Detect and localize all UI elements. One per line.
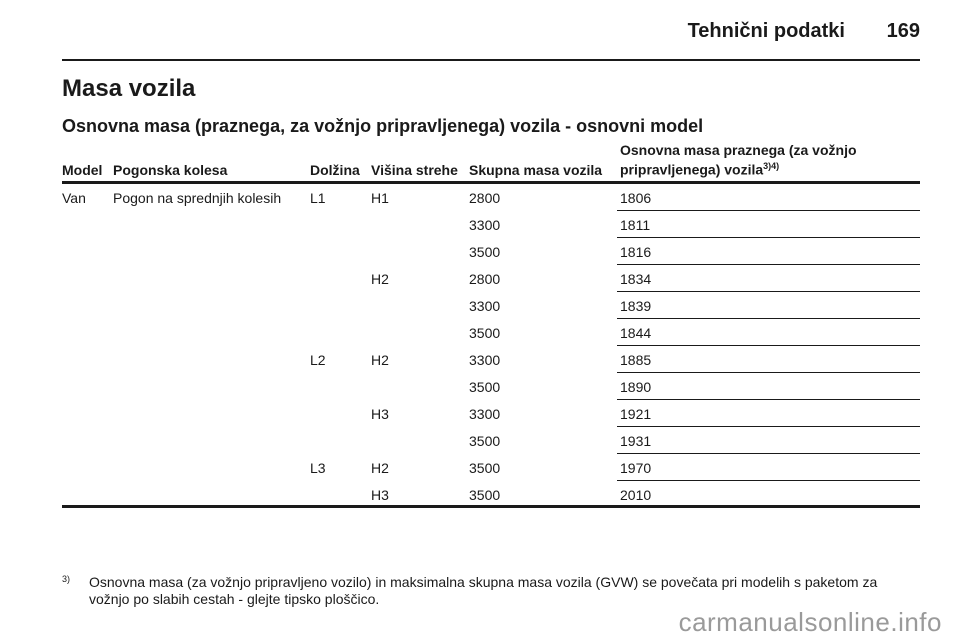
table-row: 3500 1931 <box>62 427 920 454</box>
column-header-length: Dolžina <box>310 162 360 178</box>
row-divider <box>617 345 920 346</box>
column-header-roof-height: Višina strehe <box>371 162 458 178</box>
table-subtitle: Osnovna masa (praznega, za vožnjo pripra… <box>62 116 704 136</box>
cell-base-mass: 1885 <box>620 352 652 368</box>
footnote-ref: 3)4) <box>763 161 780 172</box>
column-header-drive: Pogonska kolesa <box>113 162 228 178</box>
column-header-model: Model <box>62 162 103 178</box>
cell-gvw: 3500 <box>469 460 501 476</box>
cell-length: L1 <box>310 190 326 206</box>
cell-base-mass: 1890 <box>620 379 652 395</box>
cell-gvw: 3500 <box>469 487 501 503</box>
row-divider <box>617 237 920 238</box>
cell-base-mass: 1811 <box>620 217 651 233</box>
cell-base-mass: 1816 <box>620 244 652 260</box>
row-divider <box>617 480 920 481</box>
cell-base-mass: 1844 <box>620 325 652 341</box>
row-divider <box>617 426 920 427</box>
table-header: Model Pogonska kolesa Dolžina Višina str… <box>62 141 920 184</box>
cell-roof-height: H3 <box>371 406 389 422</box>
header-divider <box>62 59 920 61</box>
cell-base-mass: 1931 <box>620 433 652 449</box>
cell-drive: Pogon na sprednjih kolesih <box>113 190 282 206</box>
table-row: 3300 1839 <box>62 292 920 319</box>
table-body: Van Pogon na sprednjih kolesih L1 H1 2800 180… <box>62 184 920 508</box>
vehicle-mass-table: Model Pogonska kolesa Dolžina Višina str… <box>62 141 920 508</box>
cell-gvw: 3500 <box>469 379 501 395</box>
cell-roof-height: H2 <box>371 352 389 368</box>
cell-roof-height: H2 <box>371 271 389 287</box>
cell-base-mass: 1834 <box>620 271 652 287</box>
page-header: Tehnični podatki 169 <box>0 14 920 50</box>
footnote-text: Osnovna masa (za vožnjo pripravljeno voz… <box>89 574 878 607</box>
header-title: Tehnični podatki <box>687 20 845 42</box>
table-row: L2 H2 3300 1885 <box>62 346 920 373</box>
watermark: carmanualsonline.info <box>678 607 942 637</box>
cell-roof-height: H1 <box>371 190 389 206</box>
column-header-base-mass-line1: Osnovna masa praznega (za vožnjo <box>620 142 857 159</box>
row-divider <box>617 399 920 400</box>
row-divider <box>617 372 920 373</box>
cell-roof-height: H2 <box>371 460 389 476</box>
cell-gvw: 3300 <box>469 352 501 368</box>
cell-roof-height: H3 <box>371 487 389 503</box>
column-header-gvw: Skupna masa vozila <box>469 162 603 178</box>
page-number: 169 <box>886 20 920 42</box>
column-header-base-mass-line2: pripravljenega) vozila <box>620 162 764 178</box>
cell-model: Van <box>62 190 86 206</box>
row-divider <box>617 210 920 211</box>
row-divider <box>617 264 920 265</box>
cell-gvw: 3500 <box>469 244 501 260</box>
cell-gvw: 2800 <box>469 190 501 206</box>
cell-gvw: 3500 <box>469 325 501 341</box>
table-row: 3300 1811 <box>62 211 920 238</box>
cell-gvw: 3300 <box>469 217 501 233</box>
cell-gvw: 2800 <box>469 271 501 287</box>
table-row: H2 2800 1834 <box>62 265 920 292</box>
row-divider <box>62 505 920 508</box>
cell-base-mass: 1970 <box>620 460 652 476</box>
cell-gvw: 3300 <box>469 298 501 314</box>
table-row: Van Pogon na sprednjih kolesih L1 H1 2800 180… <box>62 184 920 211</box>
cell-base-mass: 2010 <box>620 487 652 503</box>
cell-base-mass: 1839 <box>620 298 652 314</box>
cell-gvw: 3500 <box>469 433 501 449</box>
cell-length: L2 <box>310 352 326 368</box>
table-row: 3500 1844 <box>62 319 920 346</box>
row-divider <box>617 291 920 292</box>
cell-base-mass: 1921 <box>620 406 652 422</box>
table-row: L3 H2 3500 1970 <box>62 454 920 481</box>
cell-base-mass: 1806 <box>620 190 652 206</box>
table-row: H3 3500 2010 <box>62 481 920 508</box>
table-row: H3 3300 1921 <box>62 400 920 427</box>
row-divider <box>617 318 920 319</box>
section-title: Masa vozila <box>62 75 196 102</box>
cell-gvw: 3300 <box>469 406 501 422</box>
row-divider <box>617 453 920 454</box>
column-header-base-mass: Osnovna masa praznega (za vožnjo priprav… <box>620 142 857 178</box>
footnote-mark: 3) <box>62 574 71 584</box>
table-row: 3500 1890 <box>62 373 920 400</box>
cell-length: L3 <box>310 460 326 476</box>
table-row: 3500 1816 <box>62 238 920 265</box>
